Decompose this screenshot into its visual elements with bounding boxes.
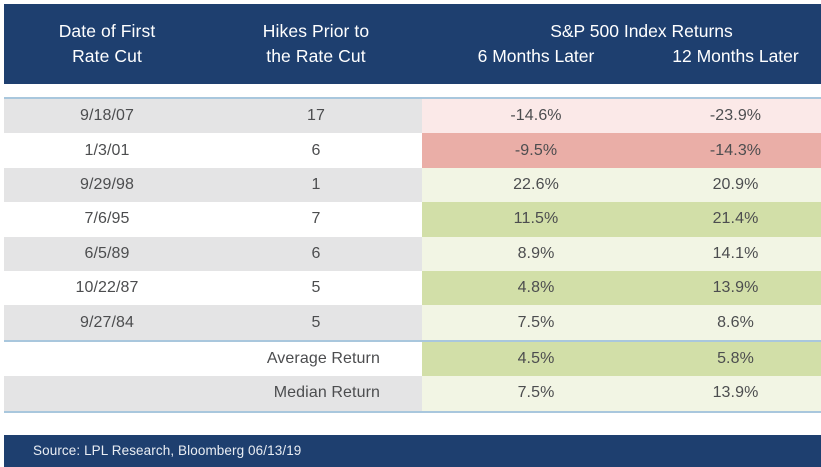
hikes-cell: 5 xyxy=(210,305,422,340)
hikes-cell: 17 xyxy=(210,99,422,134)
header-sp500-group: S&P 500 Index Returns 6 Months Later 12 … xyxy=(422,4,821,84)
table-row: 9/18/07 17 -14.6% -23.9% xyxy=(4,99,821,134)
hikes-cell: 6 xyxy=(210,236,422,271)
header-col2-line1: Hikes Prior to xyxy=(262,21,370,41)
header-date-of-first-rate-cut: Date of First Rate Cut xyxy=(4,4,210,84)
twelve-month-cell: 21.4% xyxy=(650,202,821,237)
six-month-cell: 11.5% xyxy=(422,202,650,237)
hikes-cell: 1 xyxy=(210,167,422,203)
six-month-cell: 7.5% xyxy=(422,305,650,340)
header-col1-line1: Date of First xyxy=(58,21,156,41)
six-month-cell: 7.5% xyxy=(422,376,650,411)
divider-top xyxy=(4,97,821,99)
six-month-cell: 4.5% xyxy=(422,341,650,377)
six-month-cell: -14.6% xyxy=(422,99,650,134)
table-row: 9/29/98 1 22.6% 20.9% xyxy=(4,167,821,203)
date-cell: 6/5/89 xyxy=(4,236,210,271)
twelve-month-cell: 14.1% xyxy=(650,236,821,271)
hikes-cell: 7 xyxy=(210,202,422,237)
header-gap xyxy=(4,84,821,97)
twelve-month-cell: 20.9% xyxy=(650,167,821,203)
summary-row-average: Average Return 4.5% 5.8% xyxy=(4,341,821,377)
twelve-month-cell: 13.9% xyxy=(650,376,821,411)
header-hikes-prior: Hikes Prior to the Rate Cut xyxy=(210,4,422,84)
hikes-cell: 6 xyxy=(210,133,422,168)
header-12-months-later: 12 Months Later xyxy=(672,46,799,66)
table-row: 6/5/89 6 8.9% 14.1% xyxy=(4,236,821,271)
table-row: 1/3/01 6 -9.5% -14.3% xyxy=(4,133,821,168)
header-col1-line2: Rate Cut xyxy=(72,46,142,66)
table-header: Date of First Rate Cut Hikes Prior to th… xyxy=(4,4,821,84)
date-cell: 10/22/87 xyxy=(4,270,210,306)
header-col2-line2: the Rate Cut xyxy=(266,46,366,66)
six-month-cell: 8.9% xyxy=(422,236,650,271)
date-cell: 1/3/01 xyxy=(4,133,210,168)
header-6-months-later: 6 Months Later xyxy=(477,46,595,66)
twelve-month-cell: 5.8% xyxy=(650,341,821,377)
header-group-title: S&P 500 Index Returns xyxy=(550,21,733,41)
summary-row-median: Median Return 7.5% 13.9% xyxy=(4,376,821,411)
table-row: 9/27/84 5 7.5% 8.6% xyxy=(4,305,821,340)
twelve-month-cell: -14.3% xyxy=(650,133,821,168)
six-month-cell: -9.5% xyxy=(422,133,650,168)
table-row: 7/6/95 7 11.5% 21.4% xyxy=(4,202,821,237)
six-month-cell: 22.6% xyxy=(422,167,650,203)
twelve-month-cell: 8.6% xyxy=(650,305,821,340)
source-bar: Source: LPL Research, Bloomberg 06/13/19 xyxy=(4,434,821,467)
twelve-month-cell: 13.9% xyxy=(650,270,821,306)
hikes-cell: 5 xyxy=(210,270,422,306)
date-cell: 9/29/98 xyxy=(4,167,210,203)
table-row: 10/22/87 5 4.8% 13.9% xyxy=(4,270,821,306)
summary-label: Average Return xyxy=(4,341,422,377)
date-cell: 9/27/84 xyxy=(4,305,210,340)
divider-bottom xyxy=(4,410,821,413)
summary-label: Median Return xyxy=(4,376,422,411)
six-month-cell: 4.8% xyxy=(422,270,650,306)
date-cell: 9/18/07 xyxy=(4,99,210,134)
date-cell: 7/6/95 xyxy=(4,202,210,237)
divider-summary xyxy=(4,339,821,342)
twelve-month-cell: -23.9% xyxy=(650,99,821,134)
footer-gap xyxy=(4,412,821,435)
source-text: Source: LPL Research, Bloomberg 06/13/19 xyxy=(33,443,302,459)
